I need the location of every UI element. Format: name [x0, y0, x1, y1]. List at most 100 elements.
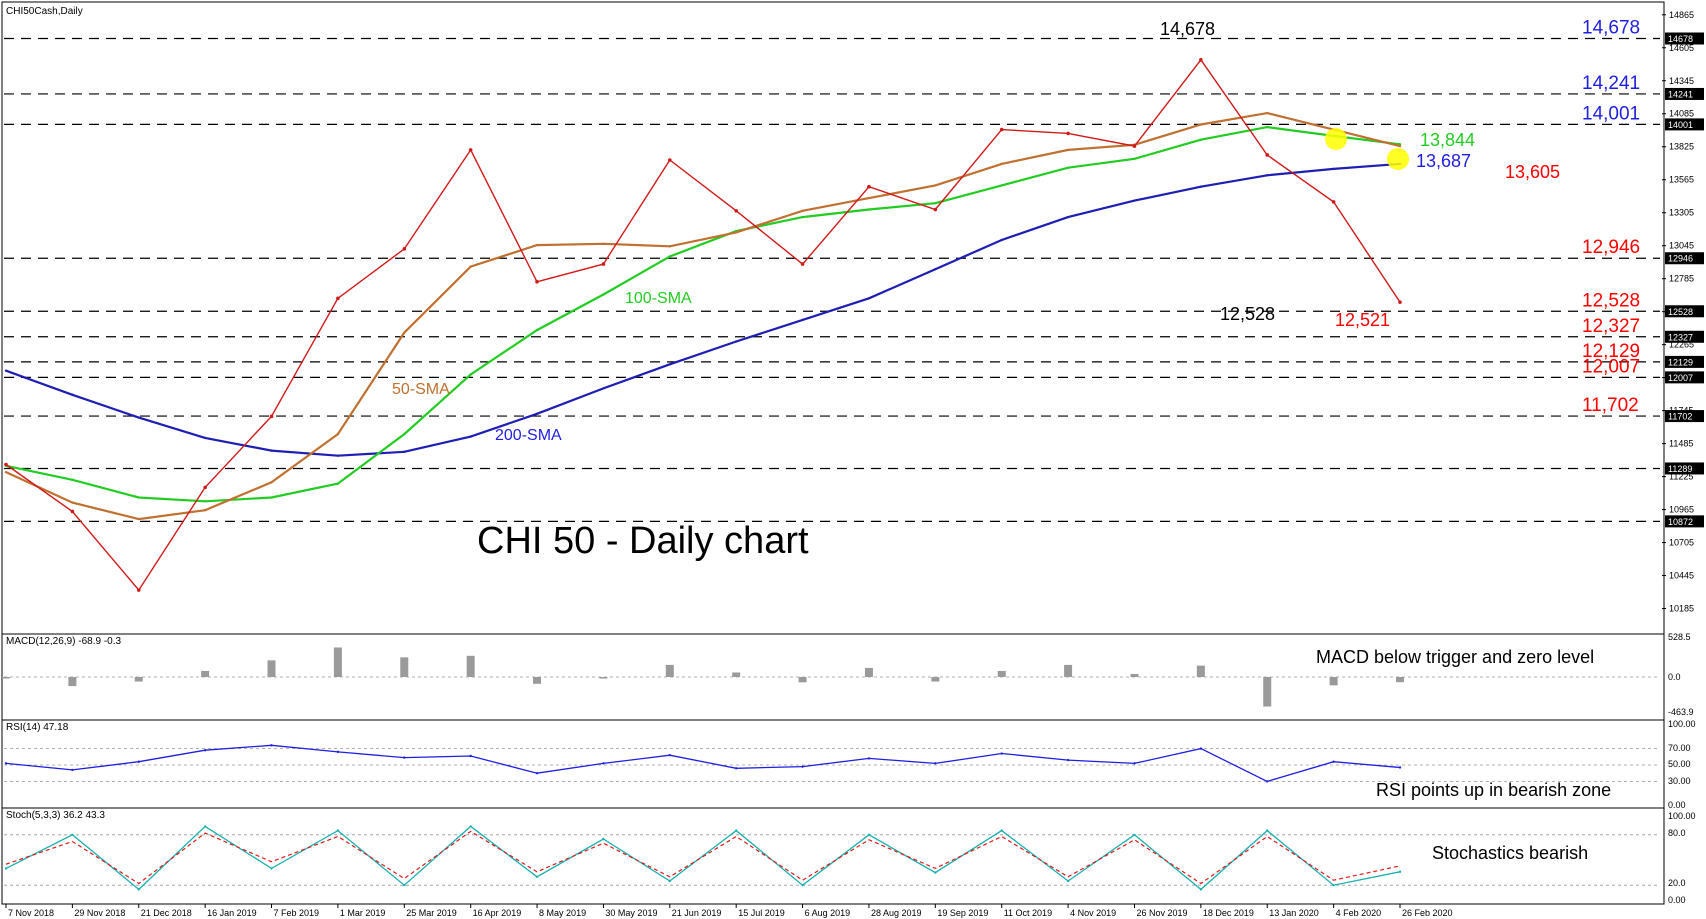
level-box-label: 12129 — [1668, 357, 1693, 367]
point-200-sma — [668, 363, 672, 366]
macd-bar — [533, 677, 542, 684]
rsi-point — [1133, 762, 1136, 765]
level-value-label: 11,702 — [1582, 395, 1639, 416]
rsi-point — [1000, 752, 1003, 755]
label-200-sma: 200-SMA — [495, 427, 562, 444]
point-50-sma — [203, 509, 207, 512]
macd-bar — [2, 677, 10, 679]
level-box-label: 14001 — [1668, 120, 1693, 130]
rsi-axis-0: 0.00 — [1668, 800, 1686, 810]
x-tick-label: 7 Feb 2019 — [274, 908, 320, 918]
stoch-k-point — [1398, 870, 1402, 873]
point-200-sma — [734, 340, 738, 343]
point-100-sma — [1199, 138, 1203, 141]
point-100-sma — [602, 293, 605, 296]
point-100-sma — [1066, 166, 1070, 169]
macd-note: MACD below trigger and zero level — [1316, 647, 1594, 667]
x-tick-label: 6 Aug 2019 — [805, 908, 851, 918]
level-box-label: 10872 — [1668, 517, 1693, 527]
x-tick-label: 30 May 2019 — [605, 908, 657, 918]
label-50-sma: 50-SMA — [392, 381, 450, 398]
point-price — [535, 280, 539, 284]
x-tick-label: 11 Oct 2019 — [1004, 908, 1052, 918]
point-100-sma — [934, 201, 937, 205]
y-tick-label: 14085 — [1669, 109, 1694, 119]
annotation-13844: 13,844 — [1420, 130, 1475, 150]
stoch-axis-0: 0.00 — [1668, 895, 1686, 905]
point-200-sma — [1199, 185, 1203, 188]
stoch-k-point — [469, 825, 472, 828]
rsi-point — [270, 744, 273, 747]
point-price — [1066, 131, 1070, 136]
level-box — [1665, 252, 1704, 265]
point-50-sma — [1000, 162, 1003, 166]
stoch-axis-100: 100.00 — [1668, 811, 1696, 821]
main-panel — [1, 1, 1665, 635]
level-value-label: 14,678 — [1582, 18, 1640, 39]
x-tick-label: 28 Aug 2019 — [871, 908, 922, 918]
level-box-label: 12528 — [1668, 307, 1693, 317]
point-100-sma — [336, 482, 340, 485]
annotation-12528-low: 12,528 — [1220, 304, 1275, 324]
rsi-point — [602, 762, 605, 765]
y-tick-label: 12265 — [1669, 340, 1694, 350]
point-100-sma — [1000, 184, 1003, 187]
level-value-label: 12,327 — [1582, 316, 1640, 337]
stoch-k-point — [336, 829, 340, 832]
series-100-sma — [5, 125, 1401, 503]
macd-bar — [931, 677, 940, 682]
crossover-marker-2 — [1387, 148, 1409, 170]
stoch-axis-20: 20.0 — [1668, 878, 1686, 888]
stoch-k-point — [1266, 829, 1269, 832]
y-tick-label: 11485 — [1669, 439, 1693, 449]
point-price — [203, 485, 207, 490]
rsi-axis-100: 100.00 — [1668, 719, 1696, 729]
x-tick-label: 26 Feb 2020 — [1402, 908, 1453, 918]
point-200-sma — [403, 450, 406, 454]
level-box-label: 12007 — [1668, 373, 1693, 383]
point-200-sma — [867, 297, 871, 300]
point-price — [402, 247, 407, 251]
level-box — [1665, 410, 1704, 423]
point-price — [269, 414, 274, 419]
x-tick-label: 15 Jul 2019 — [738, 908, 785, 918]
stoch-k-point — [1133, 833, 1136, 836]
macd-bar — [1196, 665, 1205, 677]
y-tick-label: 10705 — [1669, 538, 1694, 548]
point-price — [867, 184, 871, 189]
level-box — [1665, 118, 1704, 131]
point-50-sma — [934, 184, 937, 187]
stoch-k-point — [867, 833, 871, 836]
point-price — [4, 462, 8, 467]
rsi-point — [668, 753, 672, 757]
x-tick-label: 8 May 2019 — [539, 908, 586, 918]
macd-bar — [599, 677, 608, 679]
x-tick-label: 21 Jun 2019 — [672, 908, 722, 918]
x-tick-label: 7 Nov 2018 — [8, 908, 54, 918]
level-box — [1665, 371, 1704, 384]
label-100-sma: 100-SMA — [625, 290, 692, 307]
annotation-14678-top: 14,678 — [1160, 19, 1215, 39]
point-200-sma — [1066, 215, 1070, 219]
rsi-point — [71, 768, 74, 772]
point-200-sma — [137, 416, 140, 419]
point-50-sma — [1266, 111, 1269, 115]
point-200-sma — [4, 369, 8, 372]
level-value-label: 12,129 — [1582, 341, 1640, 362]
point-price — [933, 207, 938, 212]
annotation-13605: 13,605 — [1505, 162, 1560, 182]
y-tick-label: 12785 — [1669, 274, 1694, 284]
x-tick-label: 25 Mar 2019 — [406, 908, 457, 918]
point-100-sma — [469, 373, 472, 376]
rsi-point — [403, 756, 406, 759]
point-price — [336, 296, 340, 301]
point-200-sma — [1266, 174, 1269, 177]
y-tick-label: 14865 — [1669, 10, 1694, 20]
annotation-12521-low: 12,521 — [1335, 310, 1390, 330]
series-200-sma — [5, 162, 1401, 457]
point-50-sma — [270, 481, 273, 484]
point-100-sma — [71, 478, 74, 481]
y-tick-label: 10445 — [1669, 571, 1694, 581]
level-box — [1665, 515, 1704, 528]
